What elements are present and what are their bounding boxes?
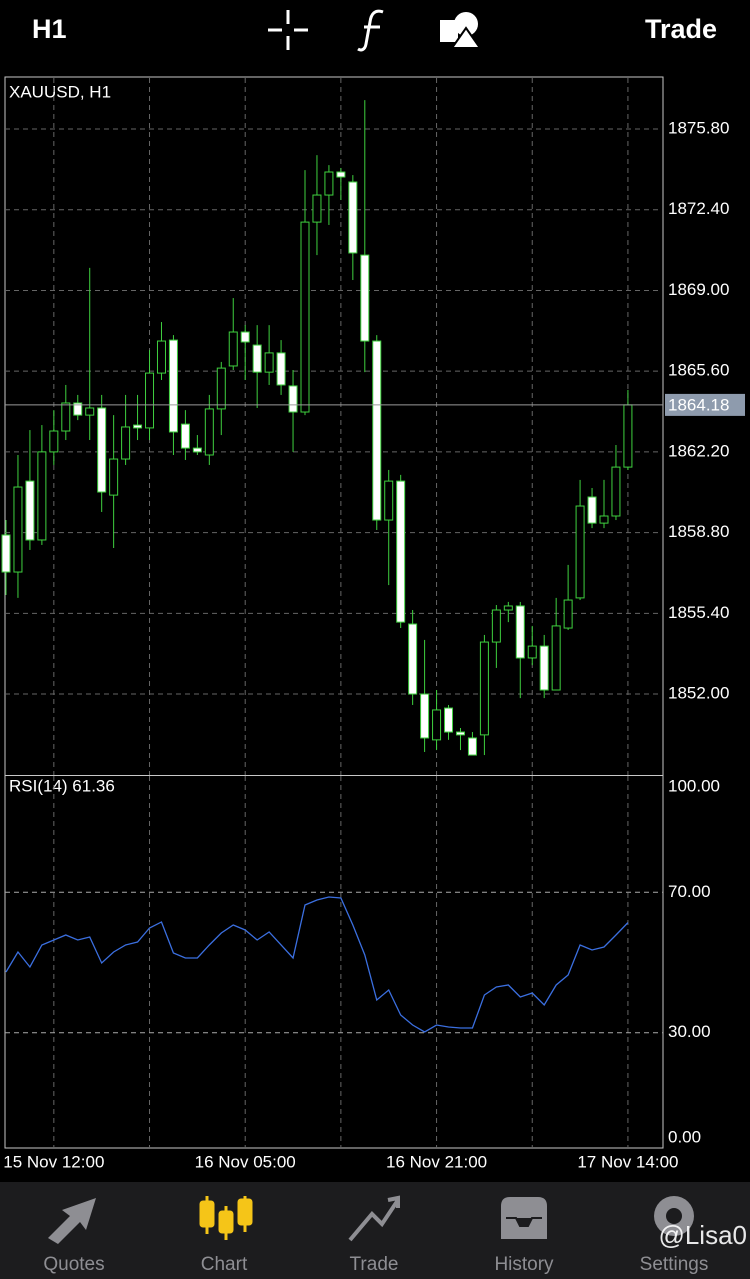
candle-body bbox=[121, 426, 131, 460]
candle-body bbox=[25, 480, 35, 541]
candle-body bbox=[420, 693, 430, 739]
x-tick-label: 16 Nov 21:00 bbox=[386, 1152, 487, 1171]
y-tick-label: 100.00 bbox=[668, 776, 720, 795]
tab-label[interactable]: Chart bbox=[201, 1254, 248, 1275]
x-tick-label: 15 Nov 12:00 bbox=[3, 1152, 104, 1171]
candle-body bbox=[623, 404, 633, 468]
candle-body bbox=[37, 451, 47, 541]
candle-body bbox=[372, 340, 382, 521]
candle-body bbox=[109, 458, 119, 496]
settings-icon-hole bbox=[666, 1208, 682, 1224]
candle-body bbox=[204, 408, 214, 456]
y-tick-label: 70.00 bbox=[668, 882, 711, 901]
tab-label[interactable]: Quotes bbox=[43, 1254, 104, 1275]
rsi-line bbox=[5, 896, 629, 1033]
candle-body bbox=[1, 534, 11, 573]
candle-body bbox=[240, 331, 250, 343]
candle-body bbox=[73, 402, 83, 416]
candle-body bbox=[133, 424, 143, 429]
candle-body bbox=[228, 331, 238, 367]
candle-body bbox=[216, 367, 226, 410]
tab-label[interactable]: Trade bbox=[350, 1254, 399, 1275]
candle-body bbox=[97, 407, 107, 493]
chart-icon bbox=[199, 1196, 253, 1240]
candle-body bbox=[348, 181, 358, 254]
candle-body bbox=[13, 486, 23, 573]
candle-body bbox=[611, 466, 621, 517]
candle-body bbox=[192, 447, 202, 453]
candle-body bbox=[432, 709, 442, 741]
candle-body bbox=[503, 605, 513, 611]
y-tick-label: 1858.80 bbox=[668, 522, 729, 541]
y-tick-label: 1869.00 bbox=[668, 280, 729, 299]
y-tick-label: 1872.40 bbox=[668, 199, 729, 218]
candle-body bbox=[408, 623, 418, 695]
tab-label[interactable]: Settings bbox=[640, 1254, 709, 1275]
indicators-button[interactable] bbox=[357, 9, 384, 52]
candle-body bbox=[527, 645, 537, 659]
candle-body bbox=[599, 515, 609, 524]
y-tick-label: 30.00 bbox=[668, 1022, 711, 1041]
candle-body bbox=[455, 731, 465, 736]
tab-bar bbox=[0, 1182, 750, 1279]
candle-body bbox=[252, 344, 262, 373]
candle-body bbox=[180, 423, 190, 449]
candle-body bbox=[312, 194, 322, 223]
quotes-icon bbox=[48, 1198, 96, 1244]
candle-body bbox=[336, 171, 346, 178]
candle-body bbox=[61, 402, 71, 432]
candle-body bbox=[551, 625, 561, 691]
current-price-label: 1864.18 bbox=[668, 395, 729, 414]
indicator-title: RSI(14) 61.36 bbox=[9, 776, 115, 795]
candle-body bbox=[324, 171, 334, 196]
y-tick-label: 1852.00 bbox=[668, 684, 729, 703]
candle-body bbox=[264, 352, 274, 373]
candle-body bbox=[479, 641, 489, 736]
candle-body bbox=[276, 352, 286, 386]
candle-body bbox=[156, 340, 166, 374]
objects-button[interactable] bbox=[440, 12, 482, 49]
y-tick-label: 1855.40 bbox=[668, 603, 729, 622]
watermark: @Lisa0 bbox=[658, 1220, 747, 1250]
candle-body bbox=[168, 339, 178, 433]
current-price-box bbox=[665, 393, 745, 416]
trade-icon bbox=[348, 1195, 400, 1242]
history-icon bbox=[499, 1195, 549, 1241]
candle-body bbox=[145, 372, 155, 429]
candle-body bbox=[444, 707, 454, 733]
candle-body bbox=[575, 505, 585, 599]
candle-body bbox=[563, 599, 573, 629]
candle-body bbox=[288, 385, 298, 413]
tab-icons bbox=[48, 1195, 694, 1244]
candle-body bbox=[300, 221, 310, 413]
crosshair-button[interactable] bbox=[268, 10, 308, 50]
candle-body bbox=[515, 605, 525, 659]
candle-body bbox=[396, 480, 406, 623]
candle-body bbox=[587, 496, 597, 524]
y-tick-label: 1875.80 bbox=[668, 119, 729, 138]
candle-body bbox=[467, 737, 477, 756]
candle-body bbox=[360, 254, 370, 342]
trade-button[interactable]: Trade bbox=[645, 14, 717, 44]
x-tick-label: 16 Nov 05:00 bbox=[195, 1152, 296, 1171]
y-tick-label: 1862.20 bbox=[668, 441, 729, 460]
chart-title: XAUUSD, H1 bbox=[9, 82, 111, 101]
candle-body bbox=[85, 407, 95, 416]
timeframe-button[interactable]: H1 bbox=[32, 14, 67, 44]
toolbar: H1 Trade bbox=[32, 9, 717, 52]
y-tick-label: 0.00 bbox=[668, 1127, 701, 1146]
candle-body bbox=[384, 480, 394, 521]
chart-frame bbox=[4, 76, 664, 1149]
tab-label[interactable]: History bbox=[494, 1254, 554, 1275]
x-tick-label: 17 Nov 14:00 bbox=[577, 1152, 678, 1171]
candle-body bbox=[49, 430, 59, 453]
candle-body bbox=[539, 645, 549, 691]
y-tick-label: 1865.60 bbox=[668, 361, 729, 380]
candle-body bbox=[491, 609, 501, 643]
